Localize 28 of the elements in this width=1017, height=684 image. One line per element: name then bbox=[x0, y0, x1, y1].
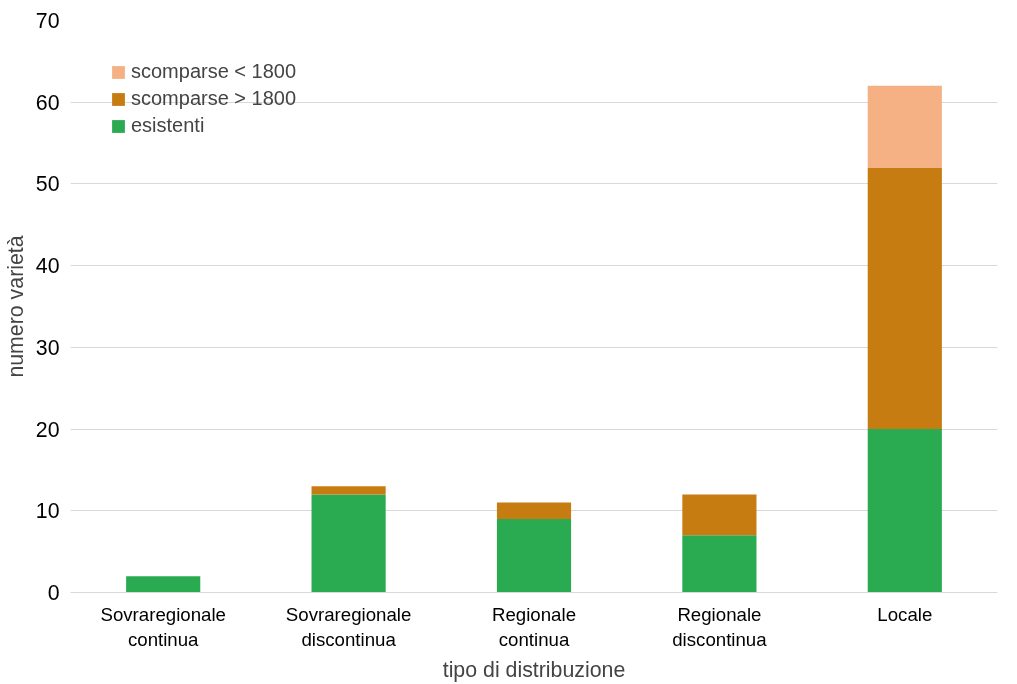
y-axis-title: numero varietà bbox=[3, 235, 28, 378]
bar bbox=[682, 494, 757, 536]
x-tick-label: Regionale continua bbox=[491, 603, 577, 650]
bar bbox=[126, 576, 201, 593]
x-tick-label: Sovraregionale continua bbox=[100, 603, 226, 650]
y-tick-label: 20 bbox=[35, 417, 60, 442]
bar bbox=[496, 518, 572, 593]
y-tick-label: 50 bbox=[35, 172, 60, 197]
bar bbox=[311, 494, 386, 593]
bar bbox=[311, 486, 386, 495]
y-tick-label: 70 bbox=[35, 9, 60, 33]
legend-label: scomparse < 1800 bbox=[131, 60, 297, 83]
y-tick-label: 30 bbox=[35, 335, 60, 360]
bar bbox=[867, 429, 942, 593]
bar bbox=[867, 85, 942, 168]
legend-label: esistenti bbox=[131, 114, 205, 137]
x-axis-title: tipo di distribuzione bbox=[442, 657, 626, 682]
bar bbox=[867, 167, 942, 430]
x-tick-label: Locale bbox=[877, 603, 933, 625]
y-tick-label: 0 bbox=[47, 581, 60, 605]
legend-label: scomparse > 1800 bbox=[131, 87, 297, 110]
y-tick-label: 10 bbox=[35, 499, 60, 524]
bar bbox=[682, 535, 757, 593]
x-tick-label: Sovraregionale discontinua bbox=[285, 603, 412, 650]
y-tick-label: 60 bbox=[35, 90, 60, 115]
y-tick-label: 40 bbox=[35, 254, 60, 279]
bar bbox=[496, 502, 572, 519]
x-tick-label: Regionale discontinua bbox=[672, 603, 768, 650]
